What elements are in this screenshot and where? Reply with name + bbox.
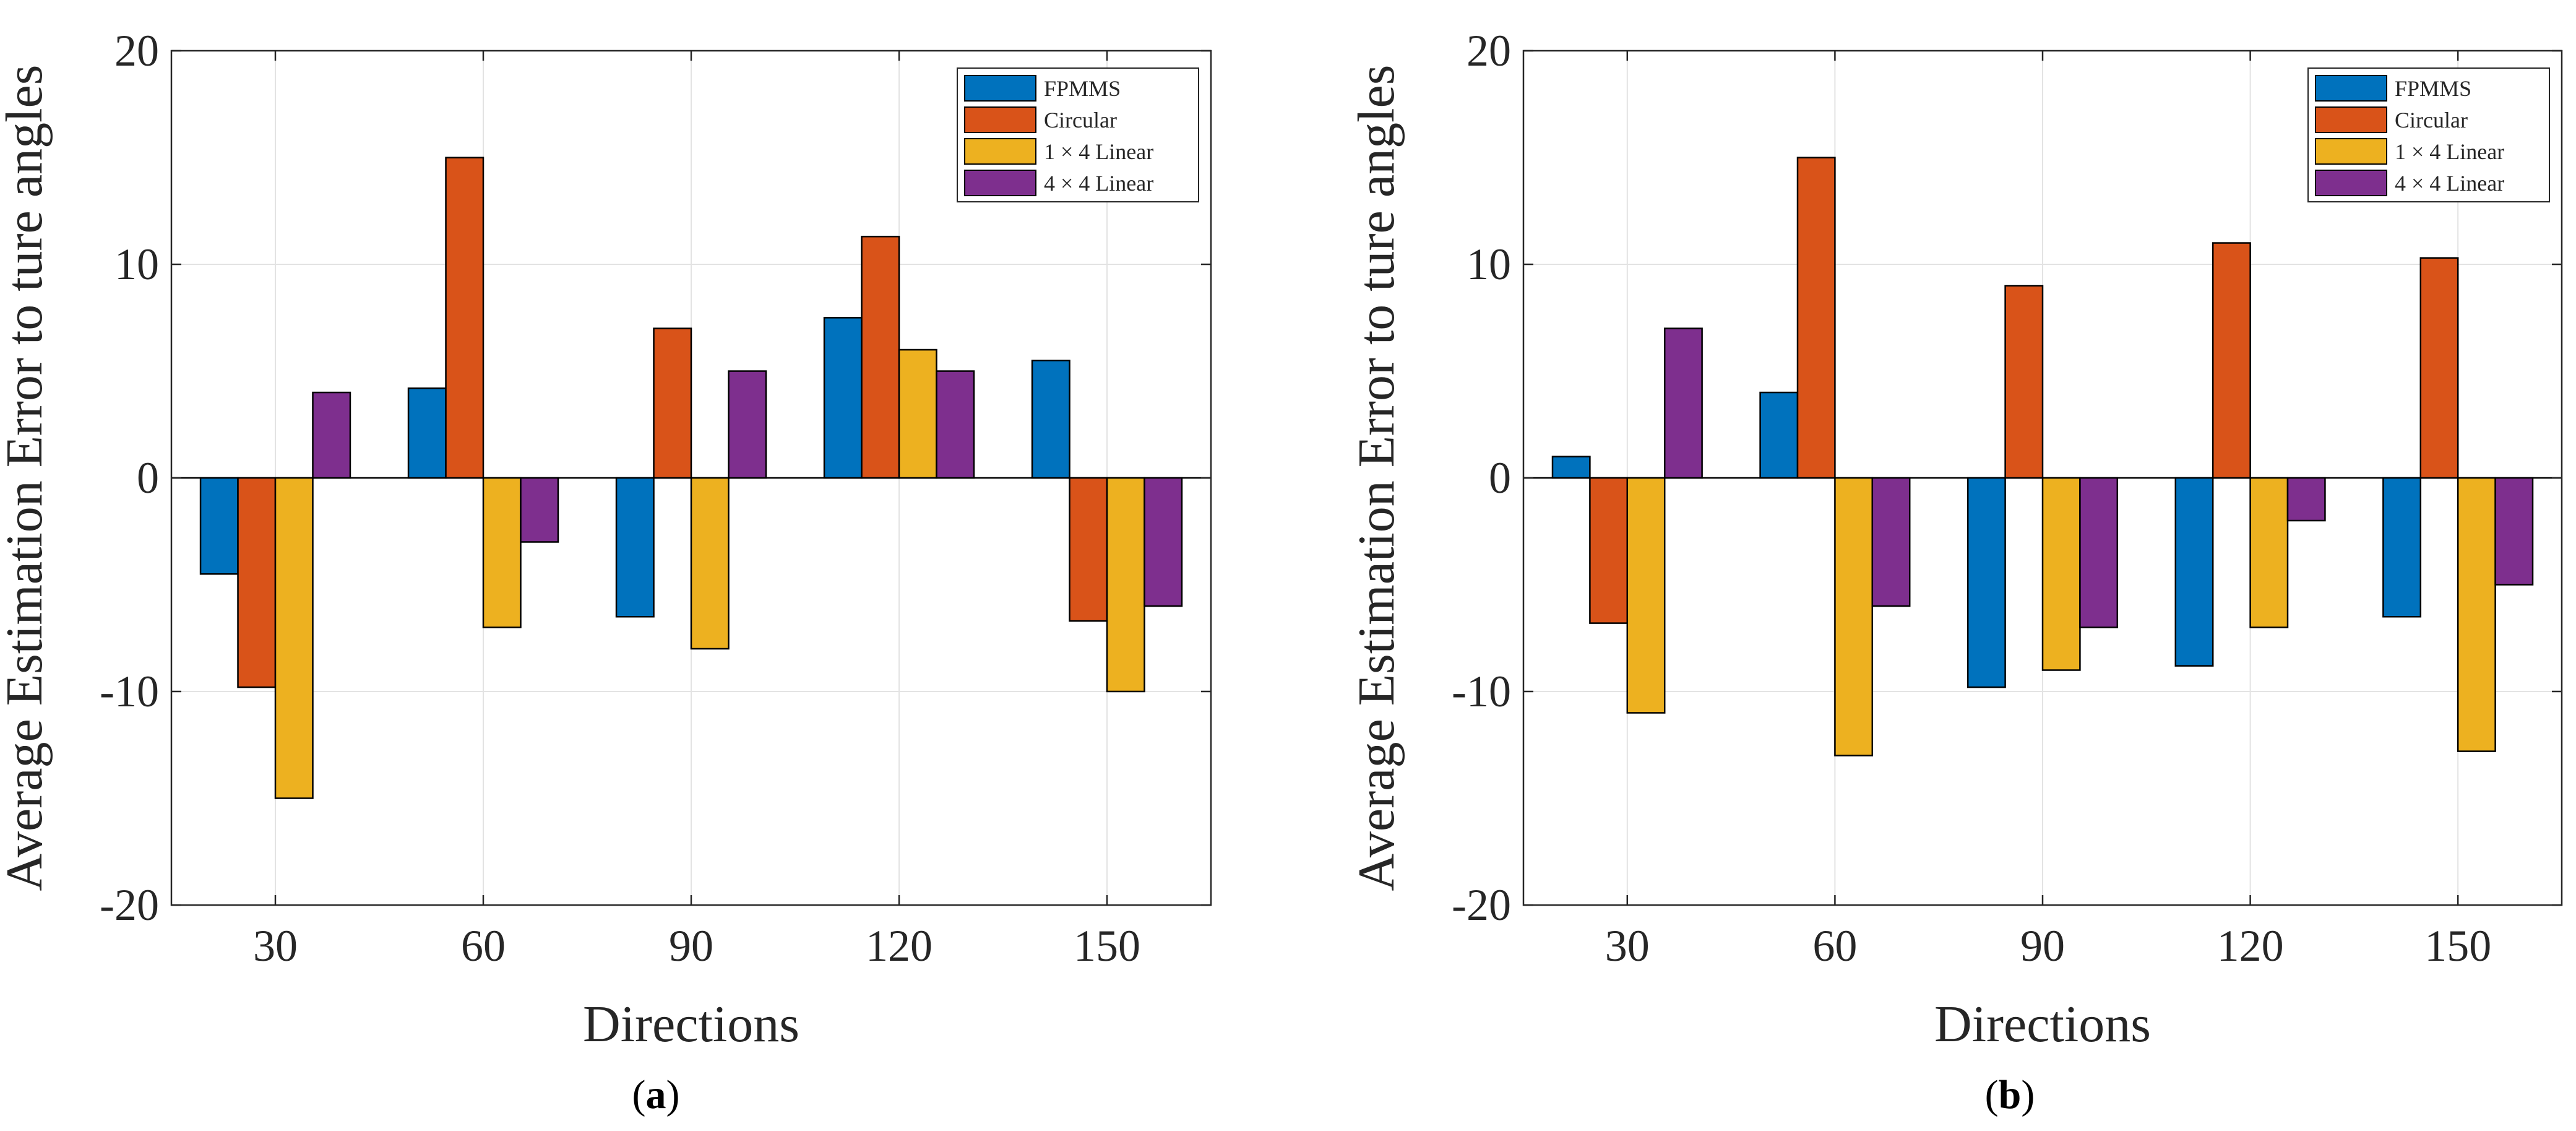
bar-fpmms-60 bbox=[407, 387, 447, 479]
legend: FPMMS Circular 1 × 4 Linear 4 × 4 Linear bbox=[957, 67, 1199, 202]
bar-4-4-linear-60 bbox=[1871, 477, 1911, 607]
bar-1-4-linear-60 bbox=[1834, 477, 1874, 756]
bar-fpmms-30 bbox=[199, 477, 239, 575]
y-axis-label: Average Estimation Error to ture angles bbox=[1348, 65, 1405, 891]
bar-4-4-linear-150 bbox=[2494, 477, 2534, 586]
bar-fpmms-120 bbox=[823, 317, 863, 479]
bar-fpmms-150 bbox=[2382, 477, 2422, 618]
legend-swatch bbox=[964, 75, 1036, 102]
legend-entry: 1 × 4 Linear bbox=[1044, 139, 1153, 164]
bar-circular-90 bbox=[653, 327, 692, 479]
bar-1-4-linear-30 bbox=[1626, 477, 1666, 714]
x-axis-label: Directions bbox=[583, 995, 799, 1053]
x-tick-label: 30 bbox=[253, 921, 298, 971]
x-tick-label: 60 bbox=[1812, 921, 1857, 971]
y-tick-label: 0 bbox=[1489, 453, 1511, 503]
chart-panel-b: -20 -10 0 10 20 30 60 90 120 150 Directions Average… bbox=[1348, 26, 2563, 1117]
bar-circular-150 bbox=[2419, 257, 2459, 479]
bar-fpmms-90 bbox=[1966, 477, 2006, 688]
y-tick-label: -20 bbox=[1452, 880, 1511, 930]
bar-1-4-linear-30 bbox=[274, 477, 314, 799]
bar-4-4-linear-90 bbox=[2079, 477, 2119, 628]
bar-circular-150 bbox=[1069, 477, 1108, 622]
legend-entry: Circular bbox=[1044, 108, 1117, 132]
chart-panel-a: -20 -10 0 10 20 30 60 90 120 150 Directions Average… bbox=[0, 26, 1212, 1117]
bar-fpmms-60 bbox=[1759, 391, 1799, 479]
bar-circular-60 bbox=[1796, 157, 1836, 479]
y-tick-label: 10 bbox=[1467, 240, 1511, 289]
bar-4-4-linear-30 bbox=[312, 391, 351, 479]
bar-1-4-linear-150 bbox=[1106, 477, 1145, 693]
legend-swatch bbox=[964, 138, 1036, 165]
bar-4-4-linear-150 bbox=[1144, 477, 1183, 607]
bar-1-4-linear-120 bbox=[898, 349, 937, 479]
legend-entry: Circular bbox=[2395, 108, 2468, 132]
bar-circular-30 bbox=[1589, 477, 1629, 624]
legend-swatch bbox=[2315, 170, 2387, 196]
bar-4-4-linear-60 bbox=[520, 477, 559, 543]
bar-fpmms-30 bbox=[1551, 456, 1591, 479]
bar-1-4-linear-60 bbox=[482, 477, 522, 628]
bar-fpmms-150 bbox=[1031, 360, 1070, 479]
bar-1-4-linear-150 bbox=[2457, 477, 2496, 752]
legend-swatch bbox=[964, 170, 1036, 196]
bar-4-4-linear-120 bbox=[2286, 477, 2326, 522]
x-axis-label: Directions bbox=[1934, 995, 2151, 1053]
legend-entry: 4 × 4 Linear bbox=[1044, 171, 1153, 196]
x-tick-label: 150 bbox=[1074, 921, 1140, 971]
y-tick-label: 20 bbox=[1467, 26, 1511, 76]
legend-entry: 4 × 4 Linear bbox=[2395, 171, 2504, 196]
y-tick-label: 10 bbox=[114, 240, 159, 289]
legend-swatch bbox=[964, 106, 1036, 133]
bar-circular-120 bbox=[2212, 242, 2251, 479]
bar-fpmms-120 bbox=[2174, 477, 2214, 667]
legend-swatch bbox=[2315, 106, 2387, 133]
bar-4-4-linear-120 bbox=[936, 370, 975, 479]
y-tick-label: -20 bbox=[100, 880, 159, 930]
x-tick-label: 120 bbox=[2217, 921, 2284, 971]
bar-circular-90 bbox=[2004, 285, 2044, 479]
subfigure-label: (b) bbox=[1985, 1072, 2035, 1117]
x-tick-label: 120 bbox=[866, 921, 933, 971]
bar-1-4-linear-120 bbox=[2249, 477, 2289, 628]
y-axis-label: Average Estimation Error to ture angles bbox=[0, 65, 53, 891]
x-tick-label: 90 bbox=[2020, 921, 2065, 971]
bar-1-4-linear-90 bbox=[2041, 477, 2081, 671]
x-tick-label: 60 bbox=[461, 921, 506, 971]
bar-4-4-linear-90 bbox=[728, 370, 767, 479]
legend-entry: FPMMS bbox=[2395, 76, 2471, 101]
legend-entry: 1 × 4 Linear bbox=[2395, 139, 2504, 164]
bar-1-4-linear-90 bbox=[690, 477, 730, 650]
bar-circular-60 bbox=[445, 157, 485, 479]
bar-4-4-linear-30 bbox=[1663, 327, 1703, 479]
legend-swatch bbox=[2315, 138, 2387, 165]
x-tick-label: 150 bbox=[2424, 921, 2491, 971]
y-tick-label: -10 bbox=[100, 667, 159, 716]
bar-fpmms-90 bbox=[615, 477, 655, 618]
subfigure-label: (a) bbox=[632, 1072, 680, 1117]
y-tick-label: 20 bbox=[114, 26, 159, 76]
y-tick-label: -10 bbox=[1452, 667, 1511, 716]
y-tick-label: 0 bbox=[137, 453, 159, 503]
legend: FPMMS Circular 1 × 4 Linear 4 × 4 Linear bbox=[2307, 67, 2550, 202]
bar-circular-30 bbox=[237, 477, 277, 688]
x-tick-label: 90 bbox=[669, 921, 713, 971]
legend-entry: FPMMS bbox=[1044, 76, 1121, 101]
x-tick-label: 30 bbox=[1605, 921, 1650, 971]
bar-circular-120 bbox=[861, 235, 900, 479]
legend-swatch bbox=[2315, 75, 2387, 102]
